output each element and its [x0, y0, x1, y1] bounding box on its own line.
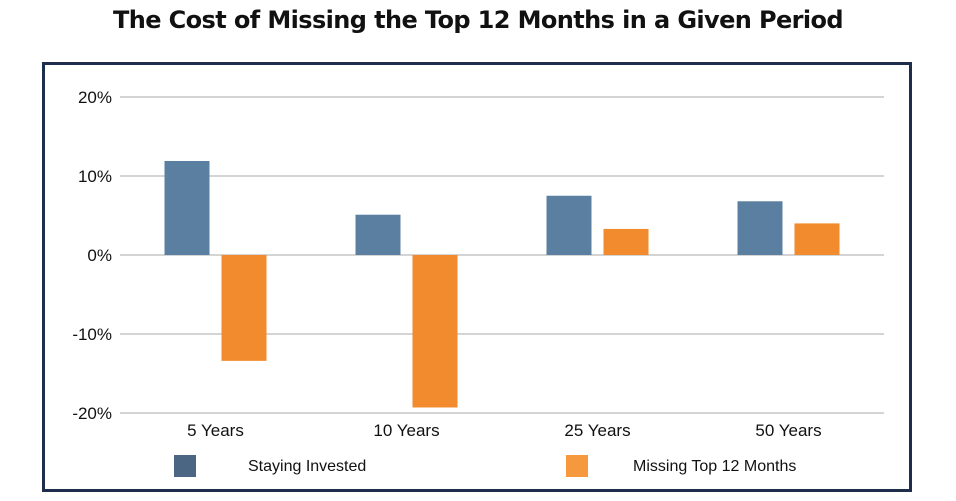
bar-missing-top-12-1	[412, 255, 458, 408]
bar-missing-top-12-2	[603, 228, 649, 255]
y-tick-label: 0%	[87, 246, 112, 265]
legend-label: Missing Top 12 Months	[633, 458, 796, 475]
y-tick-label: 20%	[78, 88, 112, 107]
bar-missing-top-12-3	[794, 223, 840, 255]
legend-swatch	[174, 455, 196, 477]
legend-label: Staying Invested	[248, 458, 366, 475]
x-tick-label: 50 Years	[755, 421, 821, 440]
y-tick-label: -10%	[72, 325, 112, 344]
bar-staying-invested-1	[355, 214, 401, 255]
bar-missing-top-12-0	[221, 255, 267, 361]
x-axis-ticks: 5 Years 10 Years 25 Years 50 Years	[187, 421, 821, 440]
x-tick-label: 10 Years	[373, 421, 439, 440]
bar-staying-invested-3	[737, 201, 783, 255]
bar-staying-invested-2	[546, 195, 592, 255]
y-tick-label: -20%	[72, 404, 112, 423]
bar-staying-invested-0	[164, 160, 210, 255]
x-tick-label: 25 Years	[564, 421, 630, 440]
y-tick-label: 10%	[78, 167, 112, 186]
y-axis-ticks: 20% 10% 0% -10% -20%	[72, 88, 112, 423]
x-tick-label: 5 Years	[187, 421, 244, 440]
bars	[164, 160, 840, 408]
legend: Staying Invested Missing Top 12 Months	[174, 455, 796, 477]
chart-title: The Cost of Missing the Top 12 Months in…	[112, 6, 844, 34]
chart-frame	[42, 62, 912, 492]
legend-swatch	[566, 455, 588, 477]
